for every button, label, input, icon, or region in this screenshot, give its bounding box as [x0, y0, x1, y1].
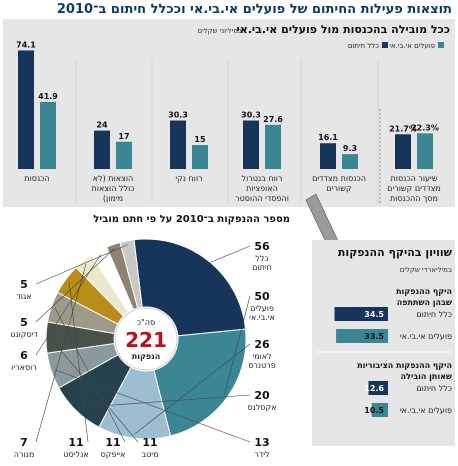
total-label-bottom: הנפקות: [132, 352, 160, 361]
slice-name-label: אייפקס: [101, 450, 126, 459]
bar: [116, 141, 132, 169]
leader-line: [134, 343, 251, 435]
category-label: מימון): [103, 194, 123, 203]
bar: [395, 134, 411, 169]
slice-name-label: אנליסט: [63, 450, 88, 459]
chart-title: מספר ההנפקות ב־2010 על פי חתם מוביל: [93, 214, 290, 225]
slice-name-label: כלל: [255, 254, 268, 263]
leader-line: [35, 263, 87, 443]
category-label: שיעור הכנסות: [391, 174, 438, 183]
category-label: הוצאות (לא: [93, 174, 134, 183]
bar: [40, 101, 56, 169]
bar: [192, 145, 208, 169]
leader-line: [54, 307, 126, 443]
slice-value-label: 6: [20, 349, 28, 362]
chart-background: [3, 19, 455, 207]
slice-name-label: לידר: [254, 450, 269, 459]
category-label: מסך ההכנסות: [390, 194, 438, 203]
bar-value-label: 22.3%: [411, 123, 439, 132]
leader-line: [49, 337, 139, 443]
slice-name-label: פועלים: [250, 304, 274, 313]
category-label: הכנסות מצדדים: [312, 174, 366, 183]
category-label: רווח בנטרול: [242, 174, 283, 183]
chart-title: ככל מובילה בהכנסות מול פועלים אי.בי.אי: [237, 23, 451, 36]
slice-value-label: 50: [254, 290, 270, 303]
bar: [170, 120, 186, 169]
slice-value-label: 7: [20, 436, 28, 449]
category-label: קשורים: [326, 184, 351, 193]
bar: [265, 124, 281, 169]
slice-name-label: מנורה: [14, 450, 35, 459]
slice-name-label: פרטנרס: [248, 361, 276, 370]
slice-name-label: רוסאריו: [11, 363, 37, 372]
slice-name-label: אי.בי.אי: [249, 313, 275, 322]
bar: [342, 154, 358, 169]
slice-name-label: אקסלנס: [247, 403, 276, 412]
slice-value-label: 11: [68, 436, 83, 449]
pie-slice: [153, 328, 247, 437]
bar-value-label: 24: [96, 121, 108, 130]
category-label: כולל הוצאות: [92, 184, 135, 193]
slice-value-label: 5: [20, 278, 28, 291]
slice-name-label: מיטב: [141, 450, 158, 459]
bar: [18, 50, 34, 169]
slice-value-label: 11: [105, 436, 120, 449]
pie-chart-issues: מספר ההנפקות ב־2010 על פי חתם מובילסה"כ2…: [10, 214, 290, 459]
leader-line: [35, 248, 115, 323]
leader-line: [35, 244, 128, 285]
slice-value-label: 13: [254, 436, 269, 449]
category-label: הכנסות: [24, 174, 49, 183]
slice-name-label: חיתום: [252, 263, 272, 272]
category-label: והפסדי ההוסטר: [235, 194, 289, 203]
category-label: האופציות: [246, 184, 278, 193]
slice-value-label: 56: [254, 240, 270, 253]
bar-value-label: 21.7%: [389, 124, 417, 133]
bar: [94, 130, 110, 169]
bar: [417, 133, 433, 169]
bar-value-label: 30.3: [241, 111, 261, 120]
slice-name-label: דיסקונט: [10, 330, 38, 339]
slice-value-label: 26: [254, 338, 270, 351]
slice-value-label: 11: [142, 436, 157, 449]
leader-line: [224, 295, 251, 395]
bar-chart-revenue: ככל מובילה בהכנסות מול פועלים אי.בי.איבמ…: [3, 19, 455, 207]
category-label: מצדדים קשורים: [387, 184, 441, 193]
slice-name-label: לאומי: [252, 352, 271, 361]
chart-subtitle: במיליוני שקלים: [197, 27, 242, 35]
bar: [320, 143, 336, 169]
bar: [243, 120, 259, 169]
legend-swatch: [382, 42, 388, 48]
bar-value-label: 27.6: [263, 115, 283, 124]
bar-value-label: 30.3: [168, 111, 188, 120]
total-value: 221: [125, 328, 167, 352]
bar-value-label: 41.9: [38, 92, 58, 101]
page-title: תוצאות פעילות החיתום של פועלים אי.בי.אי …: [56, 2, 452, 17]
total-label-top: סה"כ: [137, 318, 155, 327]
pie-slice: [119, 239, 143, 309]
slice-value-label: 20: [254, 389, 270, 402]
legend-swatch: [438, 42, 444, 48]
slice-value-label: 5: [20, 316, 28, 329]
donut-hole: [114, 307, 178, 371]
leader-line: [68, 281, 89, 443]
pie-slice: [133, 238, 247, 337]
bar-value-label: 16.1: [318, 133, 338, 142]
bar-value-label: 74.1: [16, 40, 36, 49]
category-label: רווח נקי: [175, 174, 202, 183]
legend-label: פועלים אי.בי.אי: [389, 42, 435, 50]
bar-value-label: 9.3: [343, 144, 357, 153]
leader-line: [205, 245, 251, 265]
legend-label: כלל חיתום: [348, 42, 379, 50]
slice-name-label: אגוד: [16, 292, 31, 301]
bar-value-label: 15: [194, 135, 206, 144]
bar-value-label: 17: [118, 132, 129, 141]
